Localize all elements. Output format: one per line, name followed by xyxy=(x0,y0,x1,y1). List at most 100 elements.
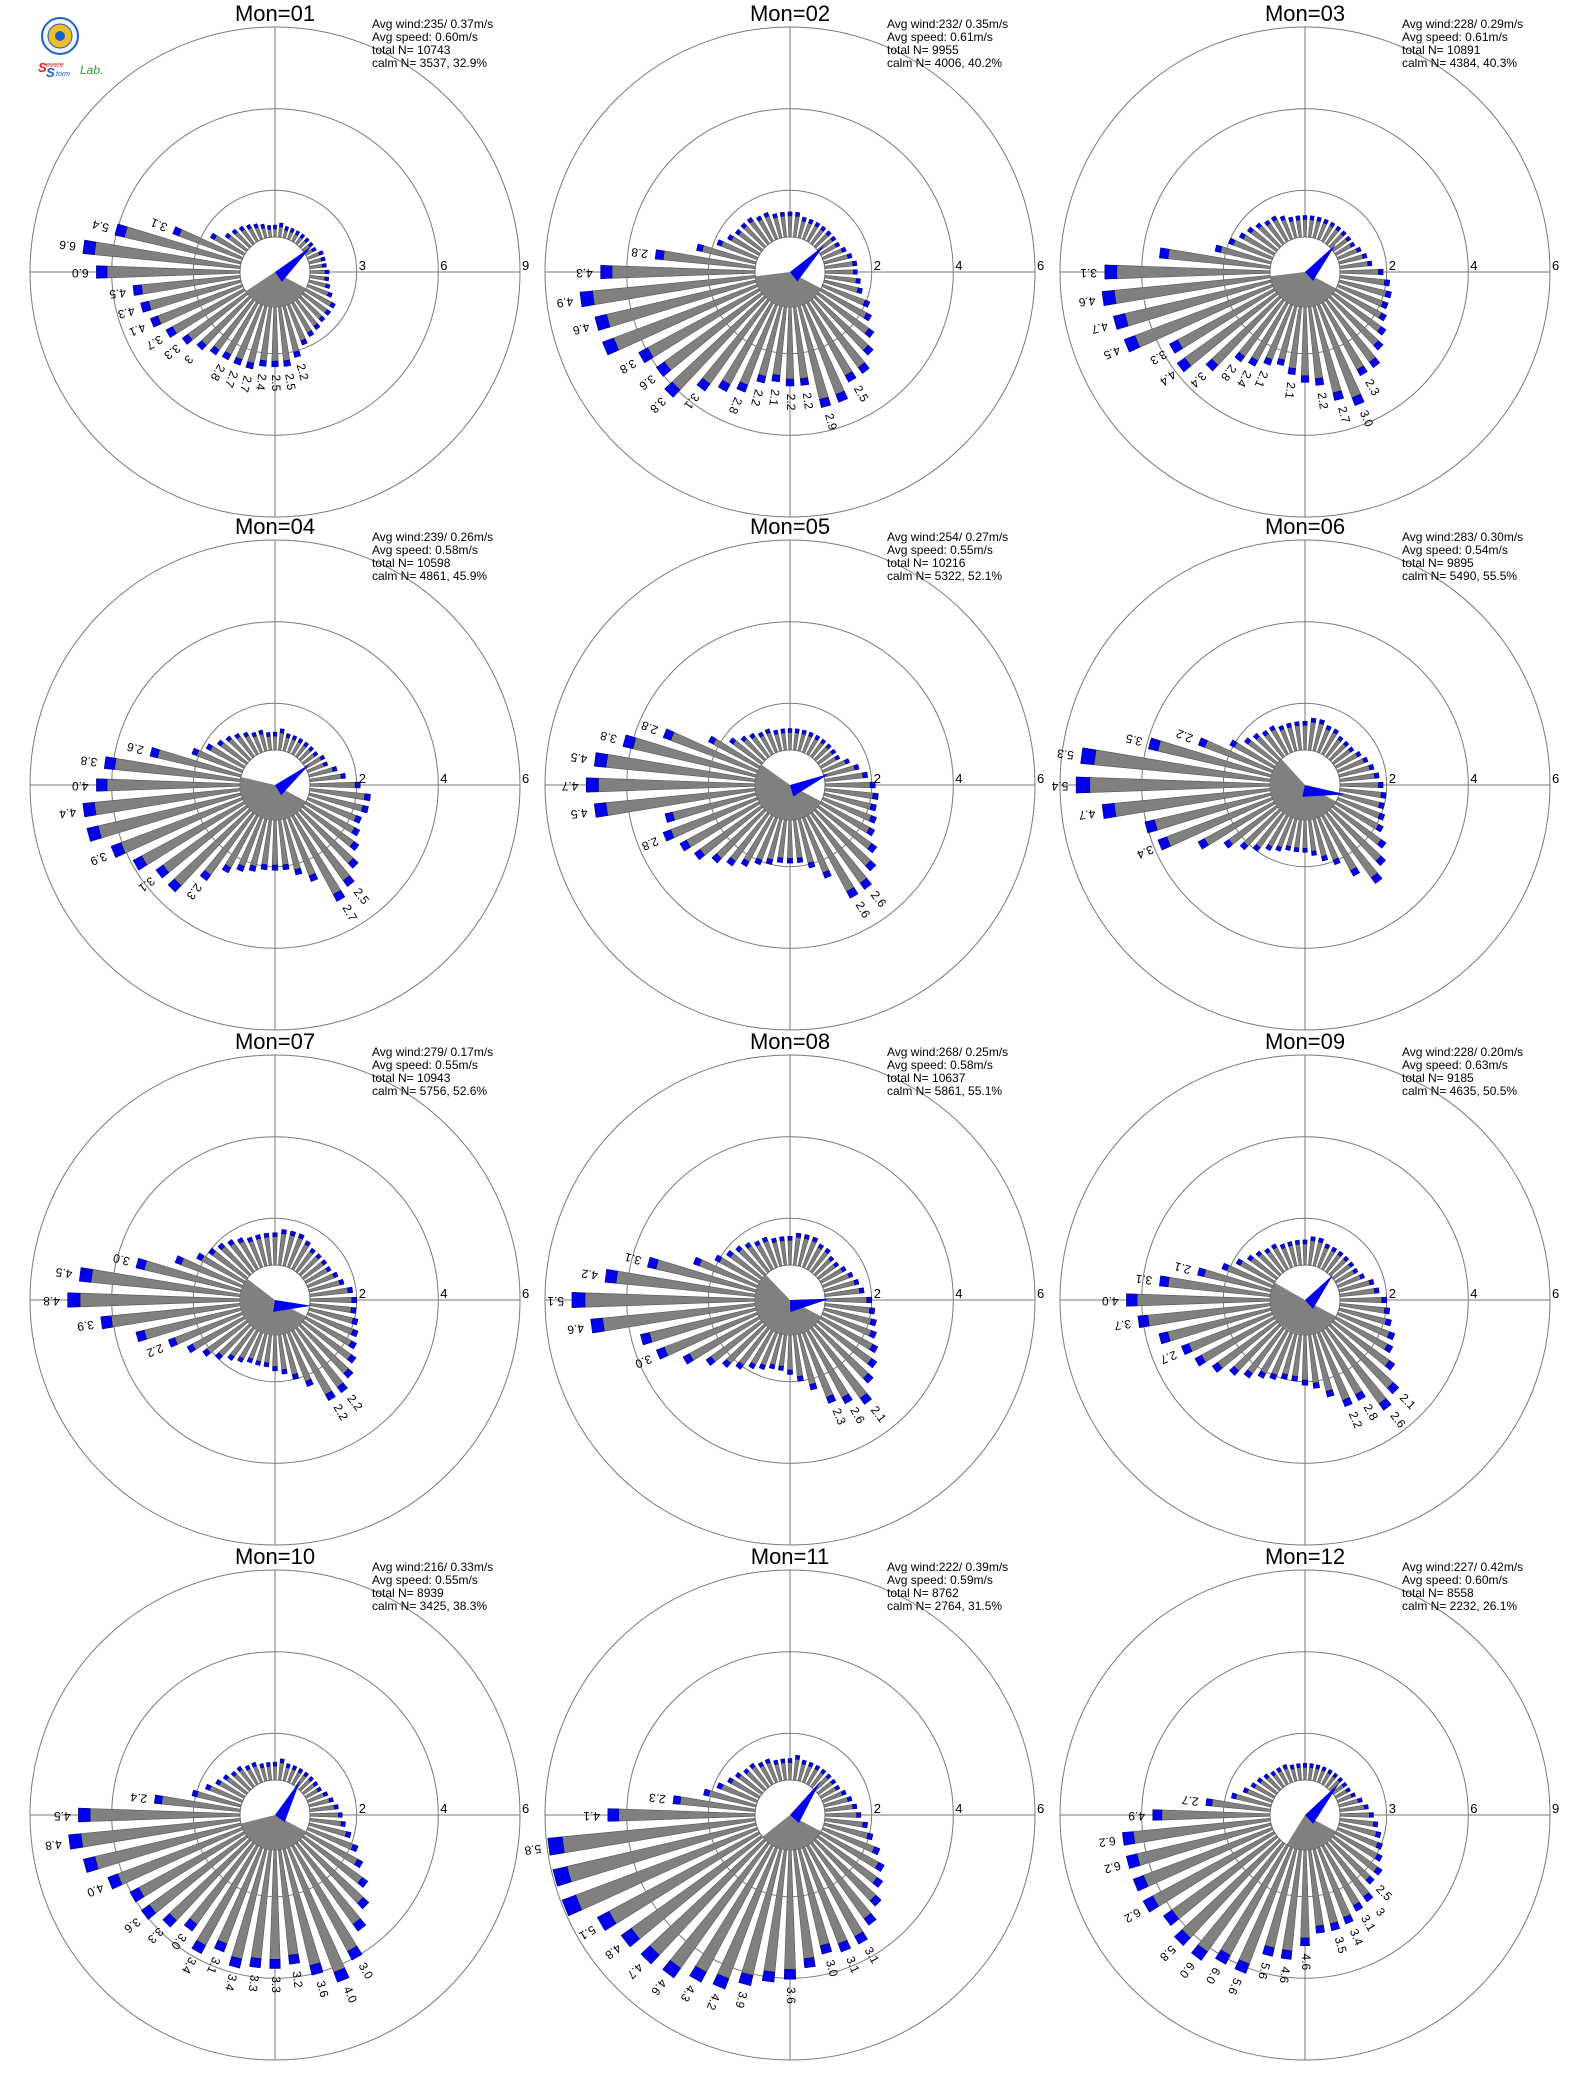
wind-bar-tip xyxy=(1158,1331,1171,1345)
wind-bar-tip xyxy=(342,875,355,888)
wind-bar-tip xyxy=(727,1777,734,1785)
wind-bar-tip xyxy=(1309,215,1315,221)
bar-value-label: 3.8 xyxy=(598,728,618,746)
wind-bar-tip xyxy=(67,1292,81,1308)
wind-bar-tip xyxy=(1300,1937,1310,1946)
wind-bar-tip xyxy=(825,1773,832,1780)
wind-bar-tip xyxy=(82,239,97,255)
wind-bar-tip xyxy=(191,1939,207,1955)
rose-title: Mon=01 xyxy=(235,1,315,26)
stats-line: calm N= 3537, 32.9% xyxy=(372,56,487,70)
wind-bar-tip xyxy=(809,1382,818,1391)
wind-bar-tip xyxy=(1332,1772,1339,1779)
wind-bar xyxy=(309,274,326,281)
svg-text:evere: evere xyxy=(46,62,64,69)
tick-label: 4 xyxy=(440,1286,447,1301)
bar-value-label: 2.9 xyxy=(822,412,840,432)
wind-bar-tip xyxy=(1350,866,1361,877)
bar-value-label: 4.9 xyxy=(1128,1809,1145,1823)
wind-bar-tip xyxy=(1293,847,1300,853)
wind-bar-tip xyxy=(874,1861,885,1873)
wind-bar-tip xyxy=(853,269,858,275)
tick-label: 6 xyxy=(1552,258,1559,273)
wind-bar xyxy=(277,1762,285,1781)
wind-bar-tip xyxy=(1270,215,1278,222)
wind-bar-tip xyxy=(204,1783,212,1791)
wind-bar-tip xyxy=(107,1873,123,1890)
wind-bar-tip xyxy=(820,225,827,232)
wind-bar-tip xyxy=(347,1945,363,1961)
bar-value-label: 5.8 xyxy=(523,1842,542,1858)
stats-line: total N= 10743 xyxy=(372,43,451,57)
wind-bar-tip xyxy=(622,734,637,750)
rose-title: Mon=08 xyxy=(750,1029,830,1054)
wind-bar-tip xyxy=(246,1357,254,1364)
bar-value-label: 3.1 xyxy=(681,390,702,412)
wind-bar-tip xyxy=(354,781,361,789)
tick-label: 6 xyxy=(1037,1801,1044,1816)
wind-bar xyxy=(780,1762,788,1781)
wind-bar-tip xyxy=(1075,776,1091,794)
wind-bar-tip xyxy=(186,1343,196,1354)
stats-line: calm N= 5322, 52.1% xyxy=(887,569,1002,583)
wind-bar-tip xyxy=(1310,717,1317,723)
wind-bar-tip xyxy=(221,351,232,361)
wind-bar-tip xyxy=(796,857,804,864)
wind-bar-tip xyxy=(254,1360,262,1366)
tick-label: 4 xyxy=(1470,1286,1477,1301)
wind-bar-tip xyxy=(272,731,278,737)
wind-bar-tip xyxy=(1327,1768,1333,1775)
stats-line: total N= 8558 xyxy=(1402,1586,1474,1600)
tick-label: 6 xyxy=(1037,1286,1044,1301)
bar-value-label: 3.0 xyxy=(823,1958,841,1978)
wind-bar-tip xyxy=(834,754,841,761)
wind-bar-tip xyxy=(340,1821,346,1827)
stats-line: total N= 10598 xyxy=(372,556,451,570)
wind-bar-tip xyxy=(312,750,319,757)
wind-bar-tip xyxy=(217,1242,226,1251)
wind-bar-tip xyxy=(1214,1949,1231,1965)
bar-value-label: 4.2 xyxy=(580,1266,599,1282)
wind-bar-tip xyxy=(840,1789,847,1796)
wind-bar xyxy=(309,1812,339,1818)
wind-bar-tip xyxy=(780,728,786,734)
wind-bar-tip xyxy=(832,1261,840,1268)
wind-bar-tip xyxy=(1252,732,1260,740)
tick-label: 2 xyxy=(1389,771,1396,786)
bar-value-label: 2.3 xyxy=(648,1790,667,1806)
wind-bar-tip xyxy=(352,1918,367,1932)
wind-bar-tip xyxy=(135,1329,148,1343)
stats-line: total N= 10943 xyxy=(372,1071,451,1085)
bar-value-label: 2.7 xyxy=(222,369,241,390)
wind-bar-tip xyxy=(817,1243,825,1250)
wind-bar-tip xyxy=(693,848,706,861)
wind-bar xyxy=(1161,1809,1271,1821)
wind-bar-tip xyxy=(1152,1809,1163,1821)
stats-line: Avg wind:239/ 0.26m/s xyxy=(372,530,493,544)
wind-bar-tip xyxy=(1311,850,1317,856)
bar-value-label: 2.8 xyxy=(640,834,661,853)
wind-bar-tip xyxy=(795,1232,802,1238)
wind-bar-tip xyxy=(307,241,314,248)
wind-bar-tip xyxy=(265,1762,271,1767)
bar-value-label: 4.8 xyxy=(43,1294,60,1308)
wind-bar-tip xyxy=(299,233,306,240)
wind-bar-tip xyxy=(234,732,241,740)
stats-line: calm N= 2764, 31.5% xyxy=(887,1599,1002,1613)
bar-value-label: 2.2 xyxy=(144,1341,165,1360)
wind-bar-tip xyxy=(862,771,869,779)
wind-bar xyxy=(785,306,795,380)
wind-bar xyxy=(598,777,756,793)
tick-label: 2 xyxy=(874,258,881,273)
wind-bar-tip xyxy=(326,291,333,298)
wind-bar-tip xyxy=(1372,1821,1379,1828)
wind-bar-tip xyxy=(1302,1763,1308,1768)
bar-value-label: 3.6 xyxy=(636,372,658,393)
bar-value-label: 4.5 xyxy=(569,750,588,766)
wind-rose-11: 2 4 63.13.13.03.63.94.24.34.64.74.85.15.84… xyxy=(523,1544,1044,2061)
wind-bar-tip xyxy=(329,301,336,309)
wind-bar-tip xyxy=(869,803,877,812)
wind-bar-tip xyxy=(78,1267,93,1283)
wind-bar-tip xyxy=(748,1361,756,1370)
wind-bar-tip xyxy=(225,735,233,743)
